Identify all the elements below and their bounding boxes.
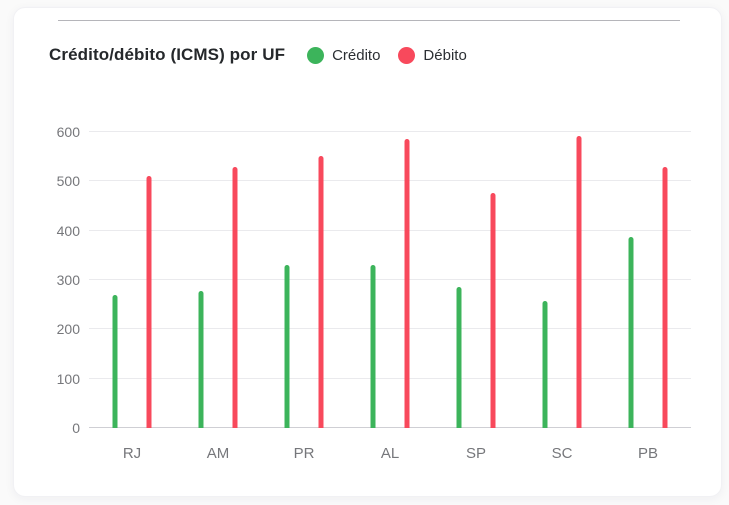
gridline-600	[89, 131, 691, 132]
bar-credito-sp[interactable]	[456, 287, 462, 428]
bar-credito-sc[interactable]	[542, 301, 548, 428]
bar-pair	[284, 132, 324, 428]
gridline-400	[89, 229, 691, 231]
bar-pair	[628, 132, 668, 428]
x-tick-label-sp: SP	[465, 445, 486, 462]
bar-debito-sp[interactable]	[490, 192, 496, 428]
y-tick-label-500: 500	[56, 173, 80, 190]
bar-pair	[370, 132, 410, 428]
bar-group-al	[347, 132, 433, 428]
bar-pair	[112, 132, 152, 428]
gridline-200	[89, 328, 691, 330]
bar-debito-sc[interactable]	[576, 135, 582, 428]
bar-debito-pb[interactable]	[662, 166, 668, 428]
chart-title: Crédito/débito (ICMS) por UF	[49, 45, 286, 64]
x-axis-labels: RJ AM PR AL SP SC PB	[89, 445, 691, 462]
y-tick-label-600: 600	[56, 124, 80, 140]
bar-group-sp	[433, 132, 519, 428]
bar-groups	[89, 132, 691, 428]
bar-group-am	[175, 132, 261, 428]
chart-card: Crédito/débito (ICMS) por UF Crédito Débi…	[13, 7, 722, 497]
y-tick-label-400: 400	[56, 222, 80, 239]
y-tick-label-100: 100	[56, 370, 80, 387]
bar-credito-pr[interactable]	[284, 265, 290, 428]
gridline-300	[89, 279, 691, 280]
chart-legend: Crédito Débito	[307, 46, 467, 64]
legend-item-debito[interactable]: Débito	[398, 46, 467, 64]
chart-header: Crédito/débito (ICMS) por UF Crédito Débi…	[49, 45, 467, 65]
bar-debito-am[interactable]	[232, 166, 238, 428]
gridline-500	[89, 180, 691, 182]
x-tick-label-sc: SC	[551, 445, 573, 462]
bar-credito-am[interactable]	[198, 290, 204, 428]
legend-item-credito[interactable]: Crédito	[307, 46, 381, 64]
top-divider	[58, 20, 680, 21]
x-tick-label-al: AL	[380, 445, 400, 462]
bar-debito-rj[interactable]	[146, 176, 152, 428]
bar-pair	[198, 132, 238, 428]
bar-pair	[456, 132, 496, 428]
bar-group-pb	[605, 132, 691, 428]
x-tick-label-pb: PB	[637, 445, 658, 462]
bar-credito-rj[interactable]	[112, 294, 118, 428]
bar-debito-pr[interactable]	[318, 155, 324, 428]
x-tick-label-pr: PR	[293, 445, 315, 462]
legend-dot-icon	[307, 46, 325, 64]
legend-dot-icon	[398, 46, 416, 64]
bar-pair	[542, 132, 582, 428]
bar-debito-al[interactable]	[404, 139, 410, 428]
x-tick-label-am: AM	[206, 445, 230, 462]
bar-group-rj	[89, 132, 175, 428]
bar-credito-al[interactable]	[370, 265, 376, 428]
y-tick-label-0: 0	[72, 420, 80, 436]
legend-label: Crédito	[332, 46, 381, 64]
y-tick-label-300: 300	[56, 272, 80, 288]
x-tick-label-rj: RJ	[122, 445, 142, 462]
gridline-0	[89, 427, 691, 428]
bar-credito-pb[interactable]	[628, 236, 634, 428]
y-tick-label-200: 200	[56, 321, 80, 338]
gridline-100	[89, 377, 691, 379]
bar-group-sc	[519, 132, 605, 428]
legend-label: Débito	[423, 46, 467, 64]
bar-group-pr	[261, 132, 347, 428]
plot-area: 0 100 200 300 400 500 600	[57, 124, 691, 436]
